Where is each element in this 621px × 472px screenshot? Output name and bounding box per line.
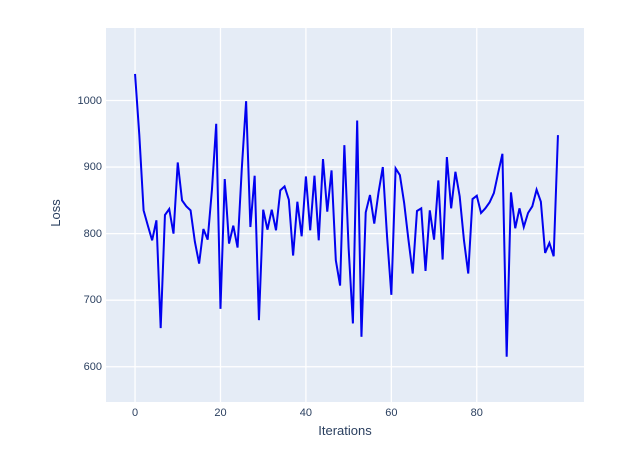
plot-background (106, 28, 584, 402)
loss-series-line (134, 73, 559, 357)
